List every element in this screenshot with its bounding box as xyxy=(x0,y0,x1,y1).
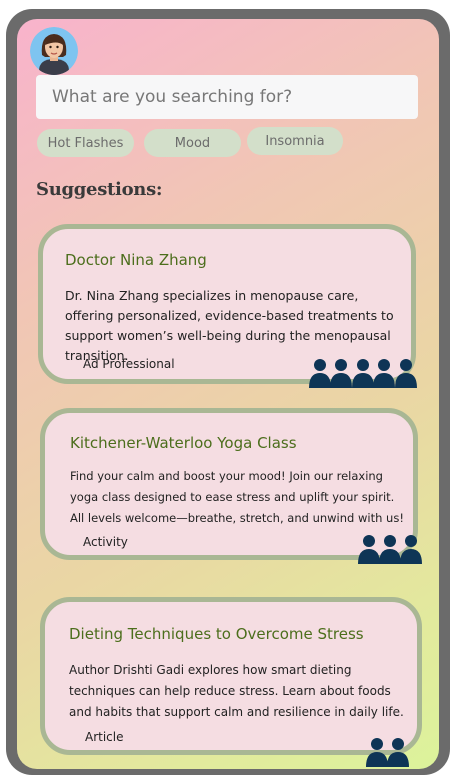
card-description: Author Drishti Gadi explores how smart d… xyxy=(69,663,404,719)
people-group-icon xyxy=(366,738,409,767)
card-type-label: Activity xyxy=(83,535,128,549)
card-type-label: Article xyxy=(85,730,124,744)
card-description: Find your calm and boost your mood! Join… xyxy=(70,469,404,525)
device-frame: Hot Flashes Mood Insomnia Suggestions: D… xyxy=(6,9,450,775)
card-title: Dieting Techniques to Overcome Stress xyxy=(69,625,364,643)
user-avatar-icon[interactable] xyxy=(30,27,78,75)
filter-chip-mood[interactable]: Mood xyxy=(144,129,241,157)
suggestions-heading: Suggestions: xyxy=(36,179,163,200)
app-screen: Hot Flashes Mood Insomnia Suggestions: D… xyxy=(17,19,439,769)
filter-chip-insomnia[interactable]: Insomnia xyxy=(247,127,343,155)
card-title: Doctor Nina Zhang xyxy=(65,251,207,269)
card-type-label: Ad Professional xyxy=(83,357,175,371)
suggestion-card-yoga[interactable]: Kitchener-Waterloo Yoga Class Find your … xyxy=(40,408,422,564)
suggestion-card-doctor[interactable]: Doctor Nina Zhang Dr. Nina Zhang special… xyxy=(38,224,417,388)
filter-chip-hot-flashes[interactable]: Hot Flashes xyxy=(37,129,134,157)
people-group-icon xyxy=(358,535,422,564)
search-input[interactable] xyxy=(36,75,418,119)
card-title: Kitchener-Waterloo Yoga Class xyxy=(70,434,297,452)
people-group-icon xyxy=(309,359,417,388)
suggestion-card-article[interactable]: Dieting Techniques to Overcome Stress Au… xyxy=(40,597,422,767)
card-description: Dr. Nina Zhang specializes in menopause … xyxy=(65,288,394,363)
